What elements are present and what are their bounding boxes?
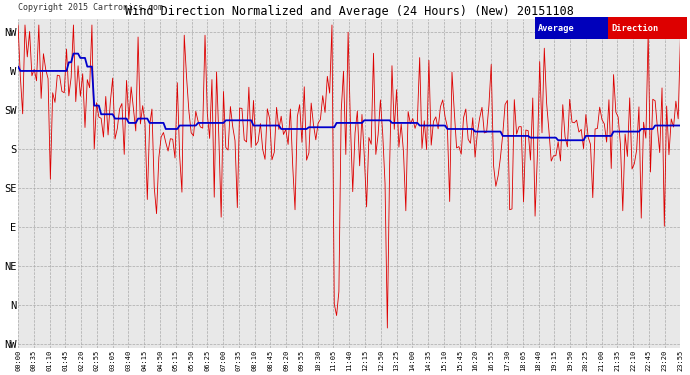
Text: Average: Average: [538, 24, 575, 33]
Text: Copyright 2015 Cartronics.com: Copyright 2015 Cartronics.com: [18, 3, 163, 12]
FancyBboxPatch shape: [608, 17, 687, 39]
Title: Wind Direction Normalized and Average (24 Hours) (New) 20151108: Wind Direction Normalized and Average (2…: [125, 5, 573, 18]
Text: Direction: Direction: [611, 24, 658, 33]
FancyBboxPatch shape: [535, 17, 608, 39]
